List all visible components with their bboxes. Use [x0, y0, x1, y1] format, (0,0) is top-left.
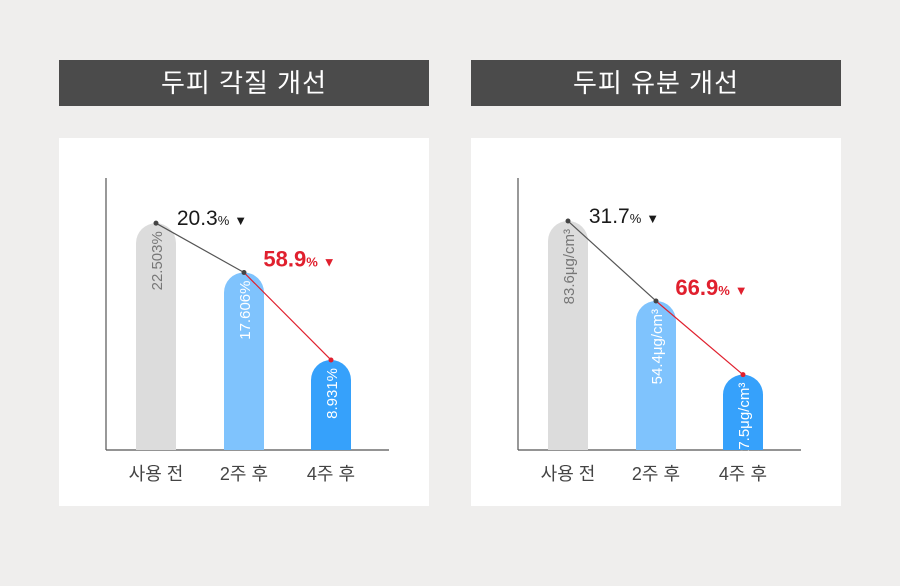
bar-value-label: 8.931% [324, 368, 341, 419]
change-annotation: 31.7% ▼ [589, 205, 659, 228]
change-annotation: 20.3% ▼ [177, 207, 247, 230]
panel-scalp-sebum: 두피 유분 개선 83.6μg/cm³ 사용 전 54.4μg/cm³ 2주 후 27.… [471, 0, 841, 586]
change-value: 58.9 [263, 247, 306, 272]
trend-line [567, 220, 657, 302]
chart-box: 83.6μg/cm³ 사용 전 54.4μg/cm³ 2주 후 27.5μg/cm³ 4주… [471, 138, 841, 506]
bar-value-label: 83.6μg/cm³ [561, 229, 578, 304]
bar [548, 221, 588, 450]
category-label: 사용 전 [129, 464, 184, 484]
change-value: 31.7 [589, 205, 630, 228]
bar [136, 223, 176, 450]
change-value: 20.3 [177, 207, 218, 230]
category-label: 사용 전 [541, 464, 596, 484]
chart-title: 두피 각질 개선 [59, 60, 429, 106]
bar-value-label: 27.5μg/cm³ [736, 383, 753, 458]
bar [636, 300, 676, 450]
change-unit: % [630, 211, 642, 226]
data-point [740, 372, 746, 378]
bar [723, 374, 763, 450]
data-point [328, 357, 334, 363]
change-annotation: 58.9% ▼ [263, 247, 335, 272]
data-point [653, 298, 659, 304]
category-label: 2주 후 [632, 464, 680, 484]
category-label: 4주 후 [719, 464, 767, 484]
down-arrow-icon: ▼ [646, 211, 659, 226]
category-label: 2주 후 [220, 464, 268, 484]
down-arrow-icon: ▼ [735, 283, 748, 298]
keratin-chart: 22.503%사용 전17.606%2주 후8.931%4주 후20.3% ▼58… [105, 178, 389, 484]
chart-title: 두피 유분 개선 [471, 60, 841, 106]
change-value: 66.9 [675, 275, 718, 300]
panel-scalp-keratin: 두피 각질 개선 22.503% 사용 전 17.606% 2주 후 8.931% 4주 … [59, 0, 429, 586]
data-point [565, 218, 571, 224]
trend-line [655, 300, 744, 376]
category-label: 4주 후 [307, 464, 355, 484]
down-arrow-icon: ▼ [323, 255, 336, 270]
change-unit: % [218, 213, 230, 228]
trend-line [155, 222, 245, 274]
change-unit: % [718, 283, 730, 298]
data-point [153, 220, 159, 226]
chart-box: 22.503% 사용 전 17.606% 2주 후 8.931% 4주 후 20.3% ▼ 58… [59, 138, 429, 506]
bar [311, 359, 351, 450]
bar-value-label: 17.606% [237, 281, 254, 340]
bar-value-label: 54.4μg/cm³ [649, 309, 666, 384]
change-annotation: 66.9% ▼ [675, 275, 747, 300]
bar-value-label: 22.503% [149, 231, 166, 290]
sebum-chart: 83.6μg/cm³ 사용 전 54.4μg/cm³ 2주 후 27.5μg/cm³ 4주… [517, 178, 801, 484]
bar [224, 272, 264, 450]
data-point [241, 270, 247, 276]
change-unit: % [306, 255, 318, 270]
down-arrow-icon: ▼ [234, 213, 247, 228]
trend-line [243, 272, 332, 361]
